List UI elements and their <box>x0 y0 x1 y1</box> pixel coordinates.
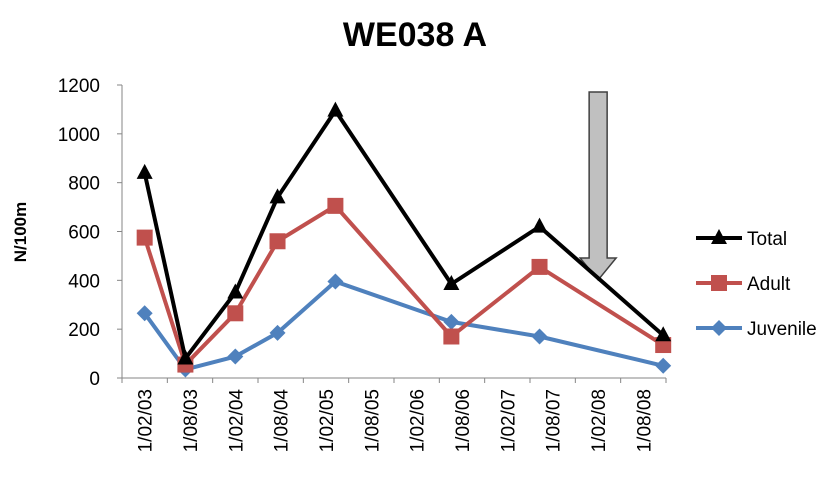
x-tick-label: 1/08/06 <box>453 389 474 452</box>
series-line-total <box>142 108 665 361</box>
down-arrow-annotation <box>578 91 618 282</box>
chart-title: WE038 A <box>343 16 487 54</box>
legend-marker <box>711 275 727 291</box>
data-point-adult <box>327 197 344 214</box>
legend-marker <box>711 320 727 336</box>
data-point-juvenile <box>269 324 286 341</box>
legend-marker <box>711 229 727 244</box>
x-tick-label: 1/08/04 <box>272 389 293 453</box>
series-layer <box>136 101 672 378</box>
legend-label: Juvenile <box>747 319 817 340</box>
y-tick-label: 400 <box>68 271 100 292</box>
y-tick-label: 1200 <box>58 76 100 97</box>
legend-label: Total <box>747 229 787 250</box>
data-point-total <box>655 326 672 342</box>
series-adult <box>136 197 672 373</box>
legend-item-juvenile: Juvenile <box>696 319 817 340</box>
legend-item-total: Total <box>696 229 787 250</box>
data-point-adult <box>227 305 244 322</box>
y-tick-label: 800 <box>68 174 100 195</box>
data-point-total <box>136 163 153 179</box>
data-point-adult <box>269 233 286 250</box>
y-tick-label: 200 <box>68 320 100 341</box>
series-line-adult <box>142 203 665 367</box>
data-point-total <box>443 274 460 290</box>
y-tick-label: 600 <box>68 223 100 244</box>
x-tick-label: 1/02/06 <box>408 389 429 452</box>
x-tick-label: 1/08/08 <box>634 389 655 452</box>
data-point-juvenile <box>227 348 244 365</box>
x-tick-label: 1/02/04 <box>226 389 247 453</box>
x-tick-label: 1/02/05 <box>317 389 338 452</box>
series-juvenile <box>136 273 672 378</box>
y-tick-label: 0 <box>89 369 100 390</box>
data-point-juvenile <box>443 313 460 330</box>
data-point-juvenile <box>136 305 153 322</box>
x-tick-label: 1/08/05 <box>362 389 383 452</box>
data-point-adult <box>136 229 153 246</box>
x-tick-label: 1/08/07 <box>544 389 565 452</box>
data-point-total <box>531 217 548 233</box>
series-line-juvenile <box>143 279 664 372</box>
legend: Total Adult Juvenile <box>696 229 817 340</box>
x-tick-label: 1/02/08 <box>589 389 610 452</box>
data-point-total <box>269 188 286 204</box>
annotation-layer <box>578 91 618 282</box>
x-tick-label: 1/02/03 <box>136 389 157 452</box>
data-point-total <box>227 283 244 299</box>
legend-item-adult: Adult <box>696 274 791 295</box>
data-point-juvenile <box>531 328 548 345</box>
axes: 0 200 400 600 800 1000 1200 1/02/03 1/08/03 1/02/… <box>58 76 667 453</box>
data-point-juvenile <box>655 357 672 374</box>
y-axis-label: N/100m <box>11 202 30 262</box>
data-point-total <box>177 349 194 365</box>
x-tick-label: 1/08/03 <box>181 389 202 452</box>
legend-label: Adult <box>747 274 791 295</box>
x-tick-label: 1/02/07 <box>498 389 519 452</box>
data-point-adult <box>531 258 548 275</box>
series-total <box>136 101 672 365</box>
data-point-adult <box>443 328 460 345</box>
data-point-total <box>327 101 344 117</box>
data-point-juvenile <box>327 273 344 290</box>
y-tick-label: 1000 <box>58 125 100 146</box>
